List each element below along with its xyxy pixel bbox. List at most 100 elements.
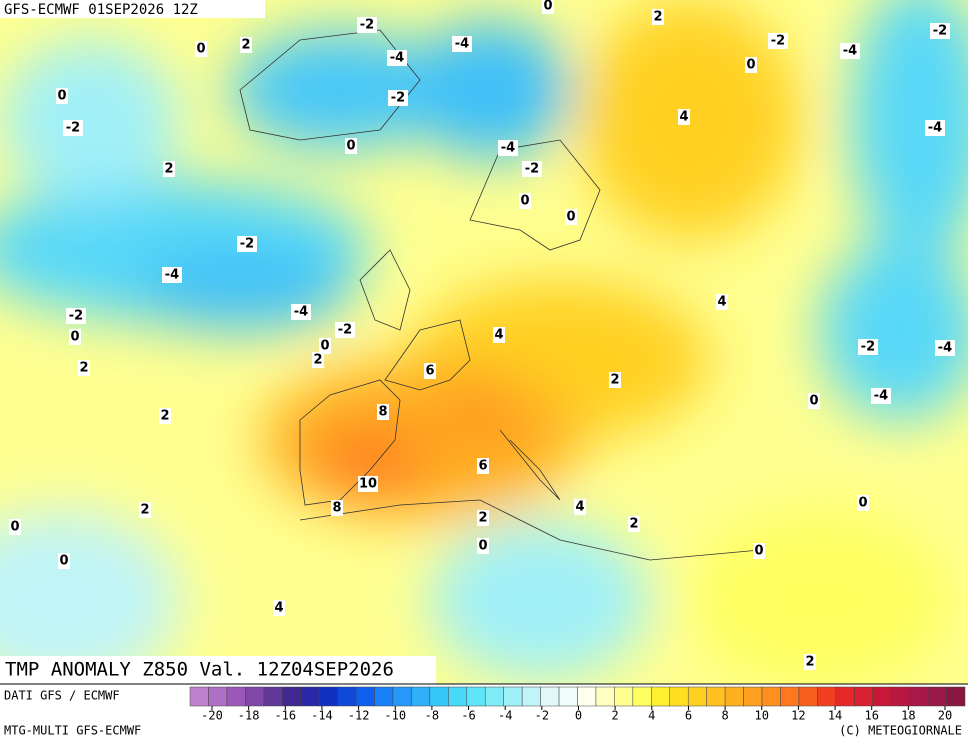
color-swatch [687, 686, 707, 707]
contour-label-bg [542, 0, 554, 14]
color-swatch [651, 686, 671, 707]
contour-label-bg [522, 161, 542, 177]
contour-label-bg [163, 161, 175, 177]
color-swatch [558, 686, 578, 707]
contour-label: 0 [478, 539, 487, 554]
contour-label-bg [768, 33, 788, 49]
contour-label-bg [357, 17, 377, 33]
contour-label: 2 [140, 503, 149, 518]
run-label: GFS-ECMWF 01SEP2026 12Z [4, 2, 198, 18]
model-label: MTG-MULTI GFS-ECMWF [4, 724, 141, 738]
color-swatch [392, 686, 412, 707]
colorbar-tick-label: 18 [901, 709, 915, 723]
contour-label-bg [162, 267, 182, 283]
contour-label: 2 [653, 10, 662, 25]
contour-label: 2 [160, 409, 169, 424]
colorbar-tick-label: 20 [938, 709, 952, 723]
contour-label-bg [69, 329, 81, 345]
contour-label-bg [840, 43, 860, 59]
contour-label: -4 [843, 44, 857, 59]
contour-label: -2 [391, 91, 405, 106]
color-swatch [835, 686, 855, 707]
anomaly-field [0, 0, 968, 684]
contour-labels: -20 2 -402-2-4-20-4-20-24-40 -4-2200-2-44-4… [9, 0, 955, 670]
colorbar-tick-label: 6 [685, 709, 692, 723]
color-swatch [595, 686, 615, 707]
color-swatch [337, 686, 357, 707]
contour-label-bg [652, 9, 664, 25]
contour-label-bg [565, 209, 577, 225]
contour-label: 4 [717, 295, 726, 310]
color-swatch [632, 686, 652, 707]
contour-label-bg [331, 500, 343, 516]
contour-label-bg [78, 360, 90, 376]
color-swatch [318, 686, 338, 707]
color-swatch [282, 686, 301, 707]
colorbar-tick-label: -12 [348, 709, 370, 723]
contour-label: 0 [196, 42, 205, 57]
contour-label-bg [678, 109, 690, 125]
colorbar-tick-label: 8 [721, 709, 728, 723]
contour-label: -2 [69, 309, 83, 324]
color-swatch [780, 686, 800, 707]
contour-label: 0 [754, 544, 763, 559]
contour-label-bg [452, 36, 472, 52]
contour-label-bg [237, 236, 257, 252]
contour-label: 0 [809, 394, 818, 409]
color-swatch [890, 686, 910, 707]
source-label: DATI GFS / ECMWF [4, 689, 120, 703]
contour-label-bg [574, 499, 586, 515]
colorbar-tick-label: -10 [384, 709, 406, 723]
contour-label-bg [159, 408, 171, 424]
contour-label-bg [477, 458, 489, 474]
contour-label: 0 [320, 339, 329, 354]
contour-label: 0 [59, 554, 68, 569]
color-swatch [817, 686, 837, 707]
contour-label: 0 [858, 496, 867, 511]
color-swatch [946, 686, 966, 707]
run-label-bg [0, 0, 265, 18]
color-swatch [429, 686, 449, 707]
contour-label-bg [240, 37, 252, 53]
contour-label: 0 [57, 89, 66, 104]
colorbar-tick-label: 10 [755, 709, 769, 723]
contour-label-bg [858, 339, 878, 355]
contour-label: -4 [165, 268, 179, 283]
contour-label: 6 [425, 364, 434, 379]
map-title: TMP ANOMALY Z850 Val. 12Z04SEP2026 [5, 659, 394, 681]
colorbar-tick-label: 14 [828, 709, 842, 723]
contour-label: -2 [66, 121, 80, 136]
color-swatch [355, 686, 375, 707]
contour-label-bg [312, 352, 324, 368]
contour-label: 2 [478, 511, 487, 526]
contour-label: 2 [313, 353, 322, 368]
contour-label: -4 [294, 305, 308, 320]
contour-label: 0 [746, 58, 755, 73]
contour-label-bg [930, 23, 950, 39]
contour-label: 0 [10, 520, 19, 535]
contour-label-bg [871, 388, 891, 404]
colorbar-tick-label: 0 [575, 709, 582, 723]
contour-label-bg [498, 140, 518, 156]
color-swatch [208, 686, 228, 707]
contour-label: -2 [933, 24, 947, 39]
colorbar-tick-label: -18 [238, 709, 260, 723]
copyright: (C) METEOGIORNALE [839, 724, 962, 738]
contour-label: -4 [874, 389, 888, 404]
contour-label: -4 [938, 341, 952, 356]
contour-label-bg [519, 193, 531, 209]
contour-label-bg [63, 120, 83, 136]
contour-label-bg [477, 538, 489, 554]
contour-label-bg [424, 363, 436, 379]
contour-label: 6 [478, 459, 487, 474]
color-swatch [724, 686, 744, 707]
contour-label-bg [857, 495, 869, 511]
contour-label: -2 [525, 162, 539, 177]
contour-label: 2 [629, 517, 638, 532]
contour-label: 4 [575, 500, 584, 515]
contour-label: -4 [455, 37, 469, 52]
contour-label: -2 [360, 18, 374, 33]
color-swatch [909, 686, 929, 707]
contour-label: -2 [240, 237, 254, 252]
contour-label-bg [58, 553, 70, 569]
